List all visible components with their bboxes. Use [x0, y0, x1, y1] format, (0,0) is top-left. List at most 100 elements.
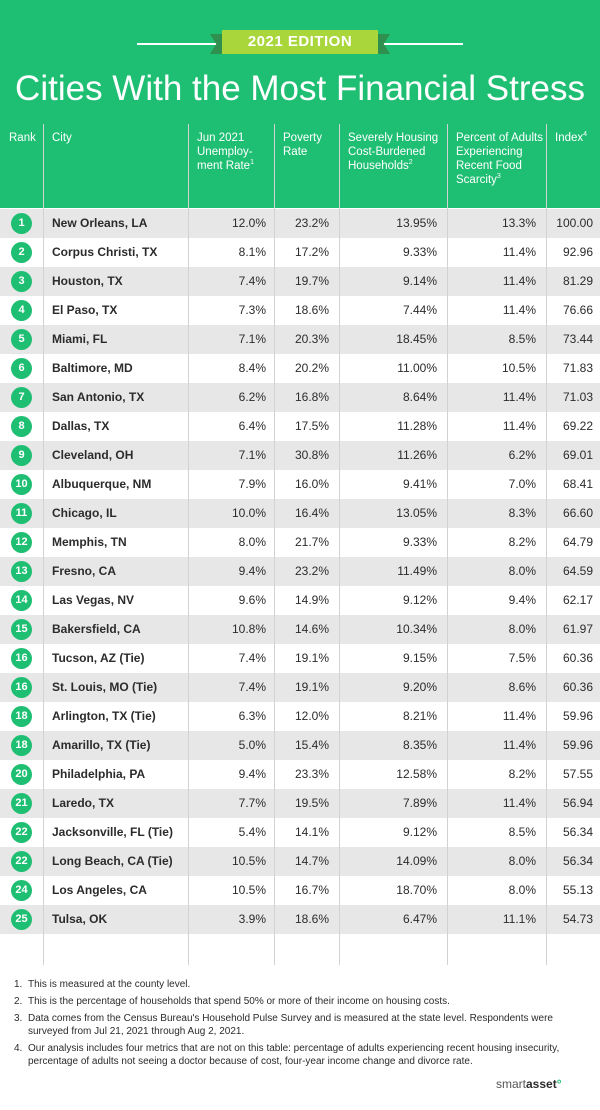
column-header-label: Percent of Adults Experiencing Recent Fo… [456, 132, 543, 186]
index-cell: 54.73 [562, 912, 593, 926]
food-cell: 6.2% [508, 448, 536, 462]
food-cell: 11.4% [502, 274, 536, 288]
unemployment-cell: 7.4% [238, 274, 266, 288]
index-cell: 56.34 [562, 854, 593, 868]
table-row: 10 Albuquerque, NM 7.9% 16.0% 9.41% 7.0% 68.41 [0, 470, 600, 499]
food-cell: 11.4% [502, 419, 536, 433]
food-cell: 8.2% [508, 535, 536, 549]
table-row: 4 El Paso, TX 7.3% 18.6% 7.44% 11.4% 76.66 [0, 296, 600, 325]
unemployment-cell: 5.0% [238, 738, 266, 752]
poverty-cell: 23.3% [294, 767, 329, 781]
rank-badge: 9 [11, 445, 32, 466]
decorative-line-right [366, 43, 463, 45]
index-cell: 71.83 [562, 361, 593, 375]
table-row: 6 Baltimore, MD 8.4% 20.2% 11.00% 10.5% 71.83 [0, 354, 600, 383]
index-cell: 64.59 [562, 564, 593, 578]
poverty-cell: 14.1% [294, 825, 329, 839]
city-name: Los Angeles, CA [52, 883, 147, 897]
city-name: Cleveland, OH [52, 448, 134, 462]
index-cell: 73.44 [562, 332, 593, 346]
city-name: Tulsa, OK [52, 912, 108, 926]
city-name: Amarillo, TX (Tie) [52, 738, 151, 752]
index-cell: 100.00 [556, 216, 593, 230]
food-cell: 10.5% [501, 361, 536, 375]
housing-cell: 18.70% [396, 883, 437, 897]
column-divider [339, 124, 340, 965]
poverty-cell: 18.6% [294, 303, 329, 317]
table-row: 18 Amarillo, TX (Tie) 5.0% 15.4% 8.35% 11.4% 5… [0, 731, 600, 760]
index-cell: 60.36 [562, 680, 593, 694]
unemployment-cell: 10.0% [231, 506, 266, 520]
city-name: Arlington, TX (Tie) [52, 709, 156, 723]
housing-cell: 9.12% [402, 825, 437, 839]
city-name: New Orleans, LA [52, 216, 148, 230]
footnote-text: This is the percentage of households tha… [28, 996, 450, 1007]
housing-cell: 9.14% [402, 274, 437, 288]
food-cell: 13.3% [501, 216, 536, 230]
housing-cell: 11.49% [397, 564, 437, 578]
index-cell: 59.96 [562, 738, 593, 752]
footnote-number: 1. [14, 979, 23, 990]
unemployment-cell: 7.3% [238, 303, 266, 317]
footnote-marker: 3 [496, 173, 501, 181]
housing-cell: 8.35% [402, 738, 437, 752]
rank-badge: 11 [11, 503, 32, 524]
city-name: Corpus Christi, TX [52, 245, 158, 259]
city-name: San Antonio, TX [52, 390, 145, 404]
food-cell: 8.2% [508, 767, 536, 781]
unemployment-cell: 5.4% [238, 825, 266, 839]
footnote-text: This is measured at the county level. [28, 979, 191, 990]
table-row: 15 Bakersfield, CA 10.8% 14.6% 10.34% 8.0% 61.… [0, 615, 600, 644]
footnote-marker: 1 [250, 159, 254, 167]
housing-cell: 18.45% [396, 332, 437, 346]
city-name: Miami, FL [52, 332, 108, 346]
logo-text-asset: asset [526, 1077, 557, 1091]
poverty-cell: 20.2% [294, 361, 329, 375]
poverty-cell: 19.7% [294, 274, 329, 288]
index-cell: 66.60 [562, 506, 593, 520]
rank-badge: 15 [11, 619, 32, 640]
poverty-cell: 14.7% [294, 854, 329, 868]
unemployment-cell: 9.4% [238, 564, 266, 578]
decorative-line-left [137, 43, 234, 45]
unemployment-cell: 10.5% [231, 854, 266, 868]
poverty-cell: 17.5% [294, 419, 329, 433]
food-cell: 11.4% [502, 390, 536, 404]
table-row: 2 Corpus Christi, TX 8.1% 17.2% 9.33% 11.4% 92… [0, 238, 600, 267]
unemployment-cell: 8.0% [238, 535, 266, 549]
table-row: 5 Miami, FL 7.1% 20.3% 18.45% 8.5% 73.44 [0, 325, 600, 354]
footnote-number: 3. [14, 1013, 23, 1024]
unemployment-cell: 10.5% [231, 883, 266, 897]
index-cell: 57.55 [562, 767, 593, 781]
rank-badge: 25 [11, 909, 32, 930]
index-cell: 64.79 [562, 535, 593, 549]
unemployment-cell: 7.1% [238, 332, 266, 346]
city-name: Bakersfield, CA [52, 622, 141, 636]
table-row: 14 Las Vegas, NV 9.6% 14.9% 9.12% 9.4% 62.17 [0, 586, 600, 615]
food-cell: 8.0% [508, 883, 536, 897]
housing-cell: 12.58% [396, 767, 437, 781]
city-name: St. Louis, MO (Tie) [52, 680, 158, 694]
footnote-number: 4. [14, 1043, 23, 1054]
poverty-cell: 16.4% [294, 506, 329, 520]
housing-cell: 9.20% [402, 680, 437, 694]
edition-ribbon: 2021 EDITION [0, 30, 600, 56]
logo-mark: ° [556, 1077, 562, 1091]
edition-badge: 2021 EDITION [222, 30, 378, 54]
unemployment-cell: 6.2% [238, 390, 266, 404]
housing-cell: 9.15% [402, 651, 437, 665]
rank-badge: 8 [11, 416, 32, 437]
column-header-label: Rank [9, 132, 36, 144]
unemployment-cell: 6.4% [238, 419, 266, 433]
food-cell: 11.4% [502, 303, 536, 317]
table-row: 8 Dallas, TX 6.4% 17.5% 11.28% 11.4% 69.22 [0, 412, 600, 441]
unemployment-cell: 7.1% [238, 448, 266, 462]
rank-badge: 22 [11, 851, 32, 872]
food-cell: 8.5% [508, 332, 536, 346]
table-row: 11 Chicago, IL 10.0% 16.4% 13.05% 8.3% 66.60 [0, 499, 600, 528]
table-row: 7 San Antonio, TX 6.2% 16.8% 8.64% 11.4% 71.03 [0, 383, 600, 412]
table-row: 22 Long Beach, CA (Tie) 10.5% 14.7% 14.09% 8.… [0, 847, 600, 876]
index-cell: 60.36 [562, 651, 593, 665]
unemployment-cell: 6.3% [238, 709, 266, 723]
footnote-marker: 2 [408, 159, 413, 167]
